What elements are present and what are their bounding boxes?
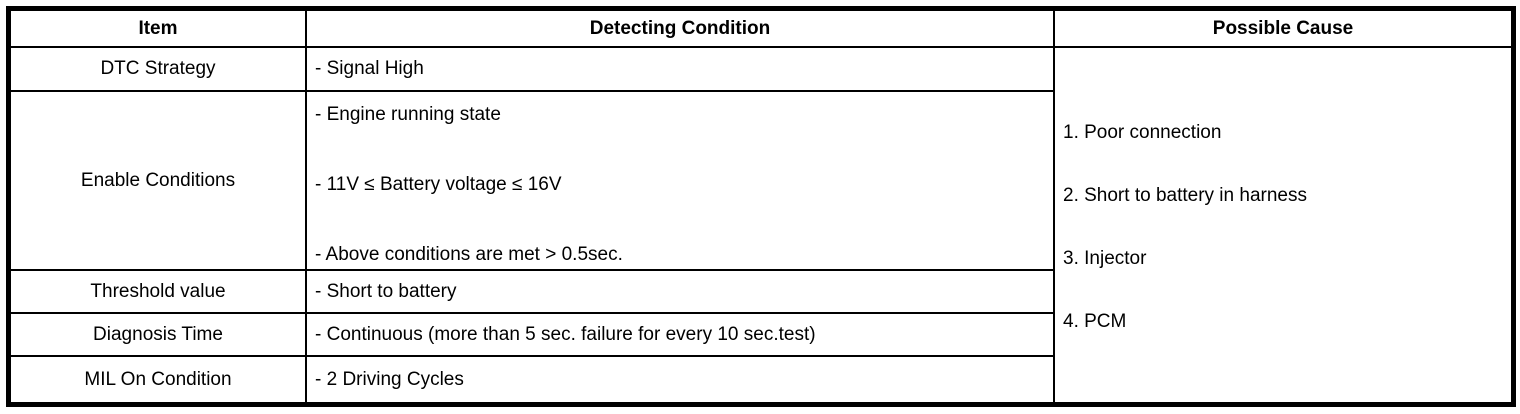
possible-cause-cell: 1. Poor connection 2. Short to battery i… — [1055, 48, 1511, 402]
dtc-diagnostic-table: Item Detecting Condition Possible Cause … — [6, 6, 1516, 407]
condition-cell-mil-on-condition: - 2 Driving Cycles — [307, 357, 1055, 402]
header-item: Item — [11, 11, 307, 48]
header-detecting-condition: Detecting Condition — [307, 11, 1055, 48]
condition-cell-diagnosis-time: - Continuous (more than 5 sec. failure f… — [307, 314, 1055, 357]
item-cell-mil-on-condition: MIL On Condition — [11, 357, 307, 402]
item-cell-threshold-value: Threshold value — [11, 271, 307, 314]
condition-line: - Continuous (more than 5 sec. failure f… — [315, 323, 816, 345]
possible-cause-entry: 2. Short to battery in harness — [1063, 185, 1307, 206]
condition-cell-threshold-value: - Short to battery — [307, 271, 1055, 314]
item-cell-enable-conditions: Enable Conditions — [11, 92, 307, 271]
condition-line: - Signal High — [315, 58, 424, 79]
possible-cause-entry: 1. Poor connection — [1063, 122, 1222, 143]
condition-line: - Above conditions are met > 0.5sec. — [315, 244, 623, 265]
item-cell-dtc-strategy: DTC Strategy — [11, 48, 307, 92]
possible-cause-entry: 4. PCM — [1063, 311, 1127, 332]
condition-line: - 11V ≤ Battery voltage ≤ 16V — [315, 174, 562, 195]
item-cell-diagnosis-time: Diagnosis Time — [11, 314, 307, 357]
header-possible-cause: Possible Cause — [1055, 11, 1511, 48]
condition-line: - Engine running state — [315, 104, 501, 125]
possible-cause-entry: 3. Injector — [1063, 248, 1147, 269]
condition-line: - 2 Driving Cycles — [315, 368, 464, 390]
condition-line: - Short to battery — [315, 280, 457, 302]
condition-cell-enable-conditions: - Engine running state - 11V ≤ Battery v… — [307, 92, 1055, 271]
condition-cell-dtc-strategy: - Signal High — [307, 48, 1055, 92]
